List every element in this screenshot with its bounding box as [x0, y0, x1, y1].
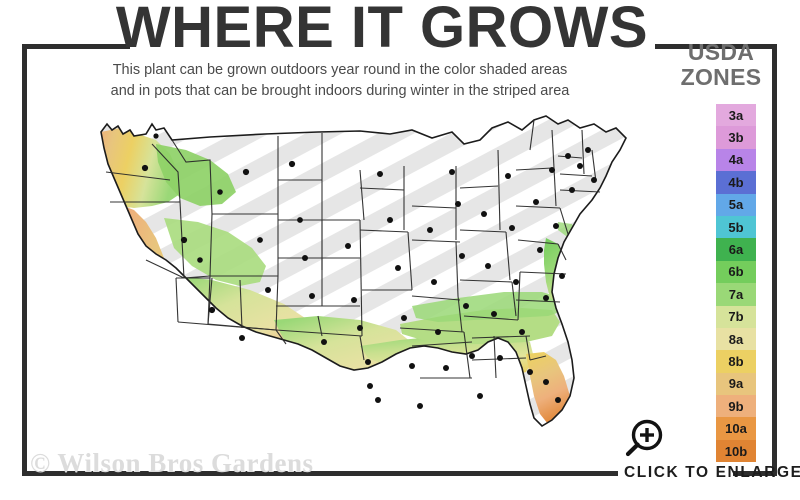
legend-title: USDA ZONES	[662, 40, 780, 90]
frame-right-border	[772, 44, 777, 476]
legend-swatch-5a: 5a	[716, 193, 756, 216]
legend-swatch-3b: 3b	[716, 126, 756, 149]
legend-swatch-8a: 8a	[716, 327, 756, 351]
frame-top-border-right	[655, 44, 777, 49]
legend-zone-scale: 3a 3b 4a 4b 5a 5b 6a 6b 7a 7b 8a 8b 9a 9b 10a 10b	[716, 104, 756, 463]
legend-swatch-7a: 7a	[716, 283, 756, 306]
legend-swatch-10b: 10b	[716, 439, 756, 463]
page-subtitle: This plant can be grown outdoors year ro…	[40, 60, 640, 102]
magnifier-plus-icon[interactable]	[620, 418, 666, 462]
legend-swatch-9b: 9b	[716, 395, 756, 418]
subtitle-line-2: and in pots that can be brought indoors …	[110, 83, 570, 99]
usda-zone-map[interactable]	[60, 110, 660, 460]
frame-top-border-left	[22, 44, 130, 49]
legend-swatch-8b: 8b	[716, 350, 756, 373]
frame-left-border	[22, 44, 27, 476]
click-to-enlarge-label[interactable]: CLICK TO ENLARGE	[624, 464, 800, 481]
legend-swatch-10a: 10a	[716, 417, 756, 440]
legend-title-line-2: ZONES	[680, 64, 762, 90]
frame-bottom-border-right	[733, 471, 777, 476]
watermark-wilson-bros-gardens: © Wilson Bros Gardens	[30, 448, 314, 478]
map-state-boundaries	[105, 119, 601, 379]
legend-swatch-6a: 6a	[716, 238, 756, 261]
page-title: WHERE IT GROWS	[115, 0, 649, 60]
subtitle-line-1: This plant can be grown outdoors year ro…	[112, 62, 568, 78]
legend-swatch-4b: 4b	[716, 171, 756, 194]
frame-bottom-border-left	[22, 471, 618, 476]
map-city-dots	[141, 133, 597, 409]
legend-swatch-9a: 9a	[716, 372, 756, 396]
map-national-outline	[100, 115, 627, 428]
legend-swatch-4a: 4a	[716, 148, 756, 172]
legend-swatch-5b: 5b	[716, 215, 756, 239]
legend-swatch-3a: 3a	[716, 104, 756, 127]
legend-title-line-1: USDA	[687, 39, 755, 65]
legend-swatch-6b: 6b	[716, 260, 756, 284]
legend-swatch-7b: 7b	[716, 305, 756, 328]
